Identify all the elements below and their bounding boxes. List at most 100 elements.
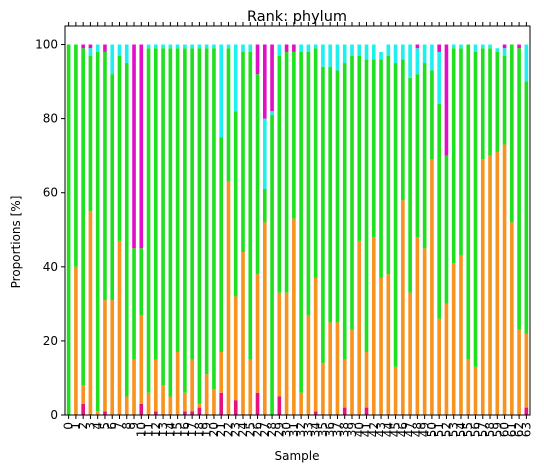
x-tick-label: 30: [280, 422, 294, 437]
bar-segment-sample-60-series-3: [502, 48, 507, 56]
bar-segment-sample-55-series-2: [466, 44, 471, 360]
bar-segment-sample-48-series-4: [415, 44, 420, 49]
bar-segment-sample-29-series-1: [277, 292, 282, 397]
bar-segment-sample-60-series-1: [502, 144, 507, 416]
bar-segment-sample-19-series-3: [204, 44, 209, 49]
bar-segment-sample-10-series-2: [139, 248, 144, 315]
bar-segment-sample-60-series-4: [502, 44, 507, 49]
x-tick-label: 18: [192, 422, 206, 437]
x-tick-label: 15: [171, 422, 185, 437]
bar-segment-sample-7-series-2: [117, 55, 122, 241]
x-tick-label: 35: [316, 422, 330, 437]
x-tick-label: 32: [294, 422, 308, 437]
bar-segment-sample-29-series-0: [277, 396, 282, 415]
bar-segment-sample-33-series-3: [306, 44, 311, 52]
bar-segment-sample-62-series-4: [517, 44, 521, 49]
bar-segment-sample-7-series-1: [117, 240, 122, 415]
bar-segment-sample-1-series-2: [74, 44, 78, 267]
bar-segment-sample-34-series-0: [313, 411, 318, 415]
bar-segment-sample-41-series-3: [364, 44, 369, 60]
bar-segment-sample-14-series-1: [168, 396, 173, 415]
x-tick-label: 62: [512, 422, 526, 437]
bar-segment-sample-16-series-2: [183, 48, 187, 393]
x-axis: 0123456789101112131415161718192021222324…: [62, 22, 533, 437]
bar-segment-sample-31-series-1: [292, 218, 296, 415]
bar-segment-sample-6-series-3: [110, 44, 115, 75]
bar-segment-sample-8-series-2: [124, 63, 129, 397]
x-tick-label: 21: [214, 422, 228, 437]
bar-segment-sample-23-series-1: [233, 296, 238, 401]
x-tick-label: 22: [221, 422, 235, 437]
x-tick-label: 47: [403, 422, 417, 437]
bar-segment-sample-21-series-2: [219, 137, 224, 353]
bar-segment-sample-28-series-2: [270, 114, 274, 415]
bar-segment-sample-33-series-1: [306, 314, 311, 415]
bar-segment-sample-27-series-2: [262, 189, 267, 223]
x-tick-label: 58: [483, 422, 497, 437]
bar-segment-sample-46-series-2: [401, 59, 405, 201]
bar-segment-sample-36-series-3: [328, 44, 333, 67]
x-tick-label: 37: [330, 422, 344, 437]
bar-segment-sample-3-series-3: [88, 48, 93, 56]
bar-segment-sample-8-series-1: [124, 396, 129, 415]
bar-segment-sample-44-series-1: [386, 274, 391, 415]
bar-segment-sample-21-series-3: [219, 44, 224, 138]
bar-segment-sample-36-series-1: [328, 322, 333, 415]
bar-segment-sample-17-series-3: [190, 44, 194, 49]
x-tick-label: 25: [243, 422, 257, 437]
x-tick-label: 16: [178, 422, 192, 437]
bar-segment-sample-63-series-1: [524, 333, 529, 408]
bar-segment-sample-37-series-1: [335, 322, 340, 415]
y-tick-label: 60: [43, 186, 58, 200]
bar-segment-sample-41-series-2: [364, 59, 369, 353]
bar-segment-sample-59-series-1: [495, 151, 500, 415]
bar-segment-sample-12-series-2: [154, 48, 158, 360]
bar-segment-sample-63-series-0: [524, 407, 529, 415]
bar-segment-sample-14-series-3: [168, 44, 173, 49]
bar-segment-sample-18-series-3: [197, 44, 202, 49]
bar-segment-sample-48-series-2: [415, 74, 420, 238]
x-tick-label: 43: [374, 422, 388, 437]
x-tick-label: 26: [251, 422, 265, 437]
bar-segment-sample-20-series-2: [212, 48, 216, 390]
bar-segment-sample-10-series-4: [139, 44, 144, 249]
x-tick-label: 51: [432, 422, 446, 437]
bar-segment-sample-5-series-4: [103, 44, 107, 52]
bar-segment-sample-43-series-2: [379, 59, 383, 278]
y-tick-label: 80: [43, 112, 58, 126]
bar-segment-sample-3-series-4: [88, 44, 93, 49]
y-tick-label: 40: [43, 260, 58, 274]
x-tick-label: 24: [236, 422, 250, 437]
bar-segment-sample-12-series-1: [154, 359, 158, 412]
x-tick-label: 29: [272, 422, 286, 437]
bar-segment-sample-16-series-0: [183, 411, 187, 415]
bar-segment-sample-37-series-3: [335, 44, 340, 71]
bar-segment-sample-18-series-1: [197, 403, 202, 408]
bar-segment-sample-60-series-2: [502, 55, 507, 145]
bar-segment-sample-16-series-3: [183, 44, 187, 49]
bar-segment-sample-35-series-3: [321, 44, 325, 67]
bar-segment-sample-57-series-2: [480, 48, 485, 160]
x-tick-label: 59: [490, 422, 504, 437]
bar-segment-sample-57-series-1: [480, 159, 485, 415]
bar-segment-sample-54-series-1: [459, 255, 463, 415]
bar-segment-sample-17-series-1: [190, 359, 194, 412]
chart-title: Rank: phylum: [247, 9, 347, 25]
x-tick-label: 3: [83, 422, 97, 430]
x-tick-label: 2: [76, 422, 90, 430]
bar-segment-sample-32-series-2: [299, 51, 303, 393]
bar-segment-sample-11-series-1: [146, 392, 151, 415]
bar-segment-sample-31-series-4: [292, 44, 296, 52]
bar-segment-sample-34-series-3: [313, 44, 318, 49]
x-tick-label: 61: [505, 422, 519, 437]
bar-stacks: [66, 44, 529, 416]
bar-segment-sample-38-series-3: [342, 44, 347, 64]
bar-segment-sample-50-series-3: [430, 44, 434, 71]
bar-segment-sample-22-series-1: [226, 181, 231, 415]
bar-segment-sample-59-series-3: [495, 48, 500, 52]
x-tick-label: 14: [163, 422, 177, 437]
bar-segment-sample-33-series-2: [306, 51, 311, 315]
bar-segment-sample-22-series-3: [226, 44, 231, 49]
bar-segment-sample-41-series-1: [364, 352, 369, 408]
